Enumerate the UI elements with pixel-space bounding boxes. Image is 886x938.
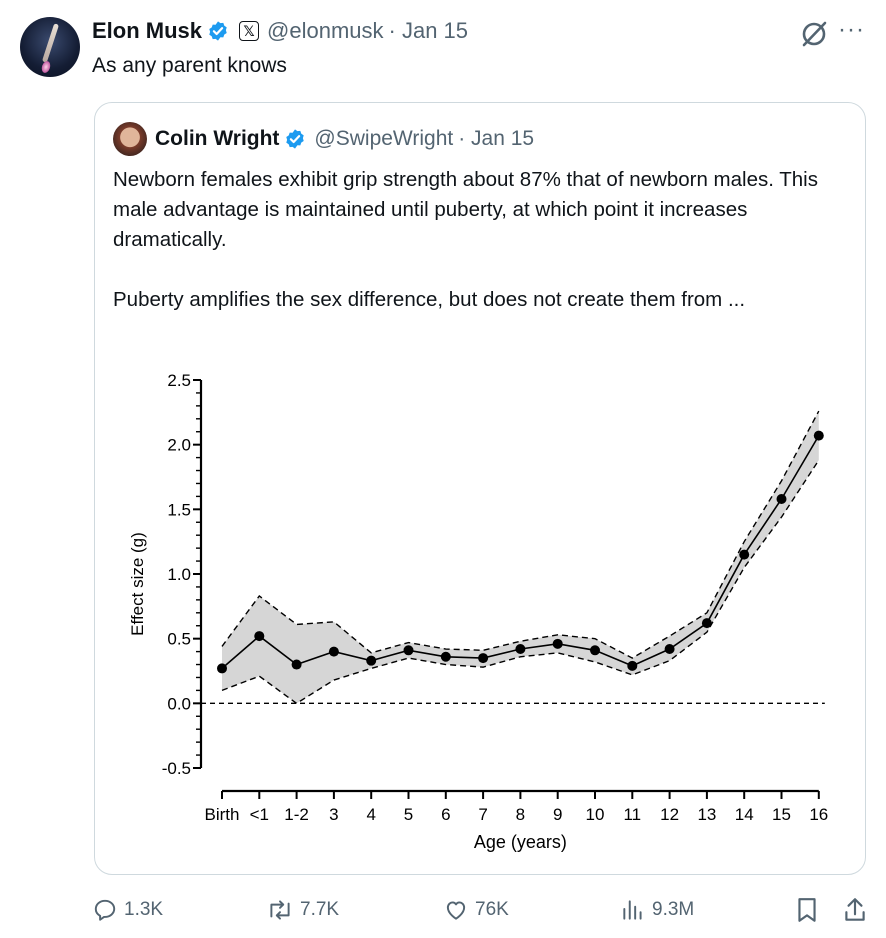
- ci-upper-line: [221, 410, 820, 659]
- more-icon[interactable]: ···: [838, 16, 865, 43]
- views-count: 9.3M: [652, 899, 695, 920]
- tweet-date[interactable]: · Jan 15: [388, 18, 469, 43]
- x-tick-label: 6: [441, 805, 450, 824]
- bookmark-button[interactable]: [794, 890, 826, 930]
- like-button[interactable]: 76K: [443, 890, 509, 930]
- quoted-author-avatar[interactable]: [113, 122, 147, 156]
- verified-badge-icon: [286, 129, 305, 149]
- y-axis-label: Effect size (g): [128, 532, 147, 636]
- views-button[interactable]: 9.3M: [620, 890, 694, 930]
- like-icon: [446, 901, 466, 920]
- quoted-paragraph-1: Newborn females exhibit grip strength ab…: [113, 168, 818, 251]
- views-icon: [623, 900, 642, 920]
- data-point: [254, 631, 265, 642]
- quoted-tweet-header: Colin Wright @SwipeWright · Jan 15: [155, 123, 534, 155]
- data-point: [813, 430, 824, 441]
- data-point: [366, 655, 377, 666]
- x-tick-label: 7: [478, 805, 487, 824]
- tweet-text: As any parent knows: [92, 54, 287, 77]
- tweet-header: Elon Musk 𝕏 @elonmusk · Jan 15: [92, 14, 468, 48]
- avatar-rocket: [41, 23, 60, 63]
- x-tick-label: 8: [516, 805, 525, 824]
- data-point: [217, 663, 227, 674]
- bookmark-icon: [798, 898, 816, 922]
- quoted-author-name[interactable]: Colin Wright: [155, 127, 280, 150]
- data-point: [739, 549, 750, 560]
- y-tick-label: 1.5: [167, 500, 191, 519]
- quoted-author-handle[interactable]: @SwipeWright: [314, 127, 454, 150]
- x-tick-label: 5: [404, 805, 413, 824]
- share-icon: [845, 898, 865, 921]
- data-point: [440, 651, 451, 662]
- author-name[interactable]: Elon Musk: [92, 18, 203, 43]
- share-button[interactable]: [842, 890, 874, 930]
- x-tick-label: 15: [772, 805, 791, 824]
- quoted-tweet-date[interactable]: · Jan 15: [458, 127, 535, 150]
- avatar-flame: [40, 60, 52, 74]
- repost-icon: [270, 900, 290, 920]
- y-tick-label: 2.0: [167, 436, 191, 455]
- reply-button[interactable]: 1.3K: [92, 890, 163, 930]
- data-point: [701, 618, 712, 629]
- ci-lower-line: [221, 459, 820, 705]
- x-tick-label: 11: [623, 805, 641, 824]
- x-tick-label: 9: [553, 805, 562, 824]
- repost-count: 7.7K: [300, 899, 340, 920]
- x-affiliation-icon: 𝕏: [239, 21, 260, 41]
- y-tick-label: 0.0: [167, 694, 191, 713]
- x-tick-label: 4: [366, 805, 375, 824]
- x-tick-label: 12: [660, 805, 679, 824]
- verified-badge-icon: [209, 21, 227, 41]
- x-axis-label: Age (years): [474, 832, 567, 852]
- data-point: [328, 646, 339, 657]
- data-point: [627, 660, 638, 671]
- data-point: [664, 644, 675, 655]
- repost-button[interactable]: 7.7K: [266, 890, 339, 930]
- y-tick-label: 0.5: [167, 630, 191, 649]
- like-count: 76K: [475, 899, 509, 920]
- x-tick-label: 3: [329, 805, 338, 824]
- x-tick-label: Birth: [205, 805, 240, 824]
- data-point: [776, 493, 787, 504]
- y-tick-label: 1.0: [167, 565, 191, 584]
- reply-count: 1.3K: [124, 899, 164, 920]
- grok-icon[interactable]: [798, 18, 830, 50]
- data-point: [403, 645, 414, 656]
- data-point: [515, 644, 526, 655]
- reply-icon: [94, 899, 116, 921]
- quoted-tweet[interactable]: Colin Wright @SwipeWright · Jan 15 Newbo…: [94, 102, 866, 875]
- data-point: [590, 645, 600, 656]
- data-point: [291, 659, 302, 670]
- y-tick-label: -0.5: [162, 759, 191, 778]
- x-tick-label: 14: [735, 805, 754, 824]
- quoted-tweet-text: Newborn females exhibit grip strength ab…: [113, 165, 848, 315]
- effect-size-chart: -0.5 0.0 0.5 1.0 1.5 2.0 2.5 Effect size (g) Bir…: [128, 371, 828, 852]
- y-tick-label: 2.5: [167, 371, 191, 390]
- x-tick-label: 10: [586, 805, 605, 824]
- data-point: [552, 638, 563, 649]
- x-tick-label: 13: [697, 805, 716, 824]
- data-point: [478, 653, 489, 664]
- x-tick-label: <1: [250, 805, 269, 824]
- x-tick-label: 1-2: [284, 805, 309, 824]
- quoted-paragraph-2: Puberty amplifies the sex difference, bu…: [113, 288, 746, 311]
- author-avatar[interactable]: [20, 17, 80, 77]
- x-tick-label: 16: [809, 805, 828, 824]
- action-bar: 1.3K 7.7K 76K 9.3M: [0, 890, 886, 930]
- author-handle[interactable]: @elonmusk: [267, 18, 384, 43]
